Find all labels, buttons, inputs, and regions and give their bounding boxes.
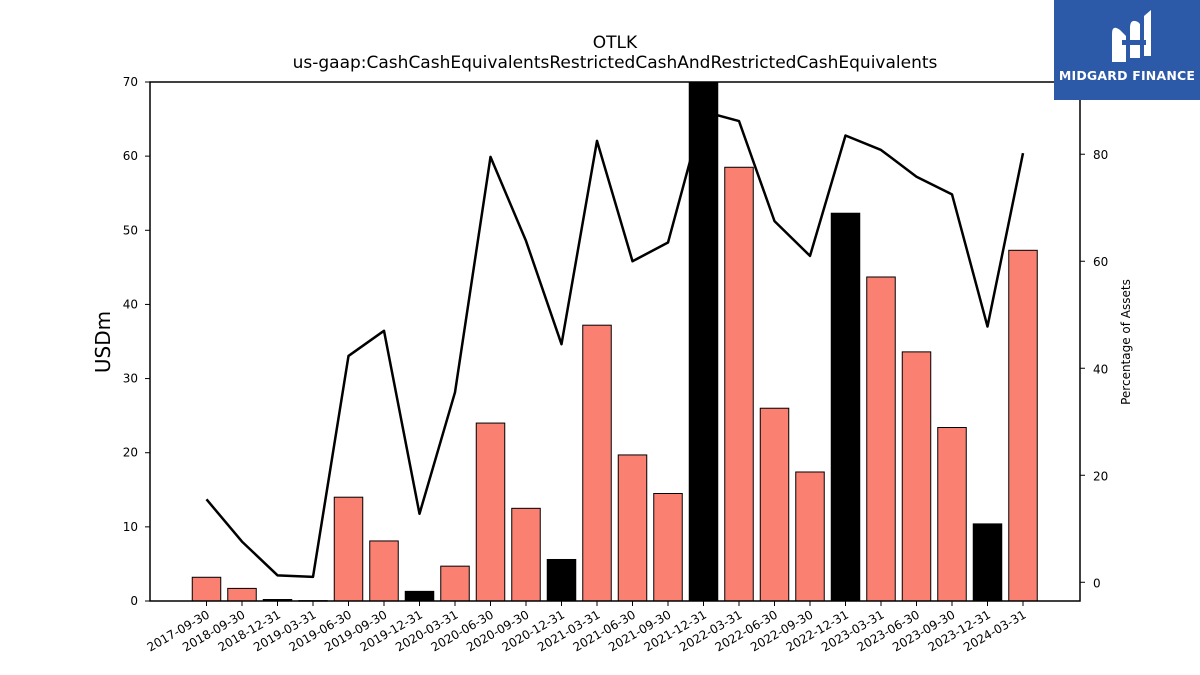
line-group: [205, 110, 1025, 579]
bar: [191, 576, 222, 602]
y-tick-label: 10: [123, 520, 138, 534]
bar: [972, 523, 1003, 602]
right-axis: 0 20 40 60 80: [1080, 148, 1108, 590]
bar: [830, 212, 861, 602]
bar: [333, 496, 364, 602]
bar: [546, 558, 577, 602]
y-right-tick-label: 80: [1093, 148, 1108, 162]
bar: [901, 351, 932, 602]
y-tick-label: 30: [123, 372, 138, 386]
bar: [369, 540, 399, 602]
bar: [475, 422, 506, 602]
bar: [1008, 249, 1038, 602]
y-right-tick-label: 0: [1093, 576, 1101, 590]
brand-logo: MIDGARD FINANCE: [1054, 0, 1200, 100]
bar: [759, 407, 790, 602]
bar: [404, 590, 435, 602]
bar: [866, 276, 896, 602]
chart-subtitle: us-gaap:CashCashEquivalentsRestrictedCas…: [293, 53, 938, 73]
y-tick-label: 60: [123, 149, 138, 163]
bar: [617, 454, 648, 602]
bar: [795, 471, 825, 602]
series-line: [205, 110, 1025, 579]
bar: [937, 427, 967, 602]
y-axis-label: USDm: [91, 311, 115, 373]
left-axis: 0 10 20 30 40 50 60 70: [123, 75, 150, 608]
bar: [511, 507, 541, 602]
y-right-tick-label: 20: [1093, 469, 1108, 483]
bar-group: [191, 81, 1038, 602]
y-tick-label: 50: [123, 223, 138, 237]
bar: [440, 565, 470, 602]
plot-frame: [149, 81, 1081, 602]
y-tick-label: 20: [123, 446, 138, 460]
bar: [227, 587, 257, 602]
y-axis-right-label: Percentage of Assets: [1119, 279, 1133, 405]
y-right-tick-label: 40: [1093, 362, 1108, 376]
logo-text: MIDGARD FINANCE: [1058, 68, 1196, 83]
x-axis: 2017-09-302018-09-302018-12-312019-03-31…: [145, 601, 1029, 654]
logo-mark-icon: [1112, 10, 1151, 62]
y-tick-label: 0: [130, 594, 138, 608]
bar: [582, 324, 612, 602]
bar: [688, 81, 719, 602]
bar: [724, 166, 754, 602]
chart-title: OTLK: [593, 33, 638, 53]
bar: [653, 492, 683, 602]
y-right-tick-label: 60: [1093, 255, 1108, 269]
y-tick-label: 70: [123, 75, 138, 89]
y-tick-label: 40: [123, 297, 138, 311]
